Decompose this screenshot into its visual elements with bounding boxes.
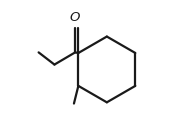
- Text: O: O: [69, 11, 80, 24]
